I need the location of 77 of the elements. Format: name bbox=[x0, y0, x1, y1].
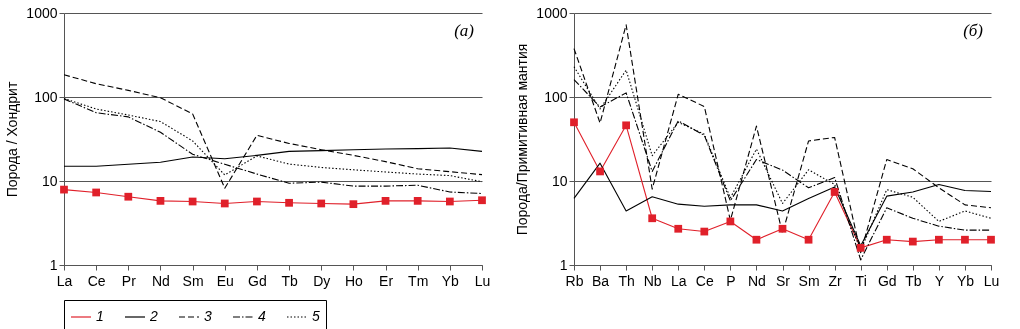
point bbox=[156, 197, 165, 205]
y-axis-title: Порода/Примитивная мантия bbox=[514, 43, 531, 236]
x-tick-label: Ho bbox=[344, 272, 364, 289]
point bbox=[935, 235, 943, 244]
legend-label: 4 bbox=[258, 308, 266, 324]
x-tick-label: La bbox=[670, 272, 687, 289]
y-tick-label: 100 bbox=[34, 88, 58, 105]
x-tick-label: Nd bbox=[152, 272, 170, 289]
point bbox=[908, 237, 917, 246]
point bbox=[124, 192, 133, 201]
x-tick-label: Gd bbox=[877, 272, 897, 289]
x-tick-label: Tm bbox=[408, 272, 429, 289]
point bbox=[220, 199, 229, 208]
point bbox=[596, 167, 604, 176]
legend-label: 5 bbox=[312, 308, 320, 324]
point bbox=[381, 197, 390, 205]
x-tick-label: Lu bbox=[474, 272, 491, 289]
x-tick-label: Th bbox=[618, 272, 635, 289]
x-tick-label: Ce bbox=[695, 272, 714, 289]
point bbox=[700, 227, 709, 236]
x-tick-label: Yb bbox=[441, 272, 460, 289]
point bbox=[413, 197, 422, 205]
point bbox=[987, 235, 995, 244]
point bbox=[317, 199, 326, 208]
y-tick-label: 1000 bbox=[536, 4, 568, 21]
x-tick-label: Sm bbox=[182, 272, 204, 289]
y-tick-label: 10 bbox=[551, 172, 568, 189]
point bbox=[804, 235, 813, 244]
x-tick-label: Ti bbox=[855, 272, 867, 289]
x-tick-label: Y bbox=[934, 272, 945, 289]
point bbox=[648, 214, 657, 223]
x-tick-label: Rb bbox=[565, 272, 584, 289]
x-tick-label: Tb bbox=[281, 272, 298, 289]
y-tick-label: 1000 bbox=[26, 4, 58, 21]
point bbox=[478, 196, 486, 205]
x-tick-label: Ce bbox=[87, 272, 106, 289]
legend-label: 2 bbox=[149, 308, 158, 324]
x-tick-label: Tb bbox=[905, 272, 922, 289]
annotation: (б) bbox=[963, 21, 984, 40]
point bbox=[285, 198, 293, 207]
legend-label: 1 bbox=[96, 308, 104, 324]
point bbox=[622, 121, 630, 130]
point bbox=[961, 235, 969, 244]
y-tick-label: 10 bbox=[41, 172, 58, 189]
point bbox=[674, 224, 683, 233]
x-tick-label: Nb bbox=[643, 272, 662, 289]
legend-label: 3 bbox=[204, 308, 212, 324]
point bbox=[882, 235, 891, 244]
point bbox=[253, 197, 261, 206]
x-tick-label: P bbox=[726, 272, 736, 289]
point bbox=[830, 188, 839, 196]
x-tick-label: Nd bbox=[747, 272, 766, 289]
x-tick-label: Zr bbox=[828, 272, 843, 289]
point bbox=[856, 243, 865, 252]
x-tick-label: Sm bbox=[798, 272, 820, 289]
x-tick-label: Pr bbox=[121, 272, 137, 289]
point bbox=[349, 200, 358, 209]
x-tick-label: Gd bbox=[248, 272, 267, 289]
x-tick-label: Yb bbox=[956, 272, 975, 289]
x-tick-label: Ba bbox=[592, 272, 610, 289]
point bbox=[570, 118, 578, 127]
point bbox=[445, 197, 454, 206]
x-tick-label: Lu bbox=[983, 272, 1000, 289]
y-tick-label: 1 bbox=[559, 256, 568, 273]
x-tick-label: Sr bbox=[776, 272, 791, 289]
x-tick-label: Dy bbox=[313, 272, 331, 289]
y-tick-label: 1 bbox=[49, 256, 58, 273]
x-tick-label: Eu bbox=[216, 272, 234, 289]
x-tick-label: Er bbox=[379, 272, 394, 289]
point bbox=[92, 188, 101, 197]
point bbox=[752, 235, 761, 244]
annotation: (а) bbox=[454, 21, 475, 40]
y-axis-title: Порода / Хондрит bbox=[4, 81, 21, 198]
y-tick-label: 100 bbox=[544, 88, 568, 105]
x-tick-label: La bbox=[56, 272, 73, 289]
point bbox=[60, 185, 68, 194]
point bbox=[778, 224, 787, 233]
